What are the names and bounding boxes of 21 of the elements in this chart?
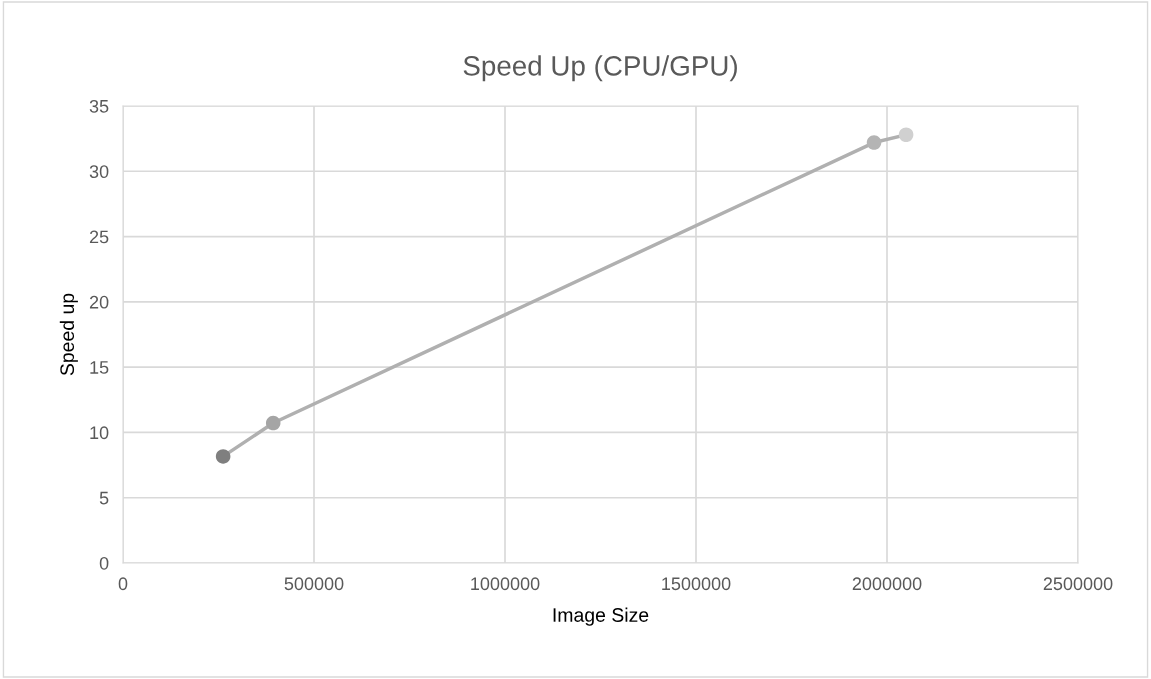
y-tick-label: 30 [89,165,109,179]
y-tick-label: 25 [89,230,109,244]
x-tick-label: 500000 [284,577,344,591]
x-axis-title: Image Size [553,607,649,626]
point [215,449,231,464]
y-tick-label: 5 [99,491,109,505]
y-tick-label: 35 [89,99,109,113]
point [866,135,882,150]
chart-title: Speed Up (CPU/GPU) [463,55,737,82]
y-axis-title: Speed up [59,293,78,376]
x-tick-label: 1000000 [471,577,540,591]
y-tick-label: 10 [90,426,109,440]
y-tick-label: 15 [90,361,109,374]
x-tick-label: 2500000 [1043,577,1113,591]
y-tick-label: 20 [89,295,109,309]
point [265,415,281,431]
x-tick-label: 1500000 [662,577,731,591]
y-tick-label: 0 [99,556,109,570]
point [898,127,914,143]
x-tick-label: 2000000 [852,577,922,591]
x-tick-label: 0 [118,577,128,591]
